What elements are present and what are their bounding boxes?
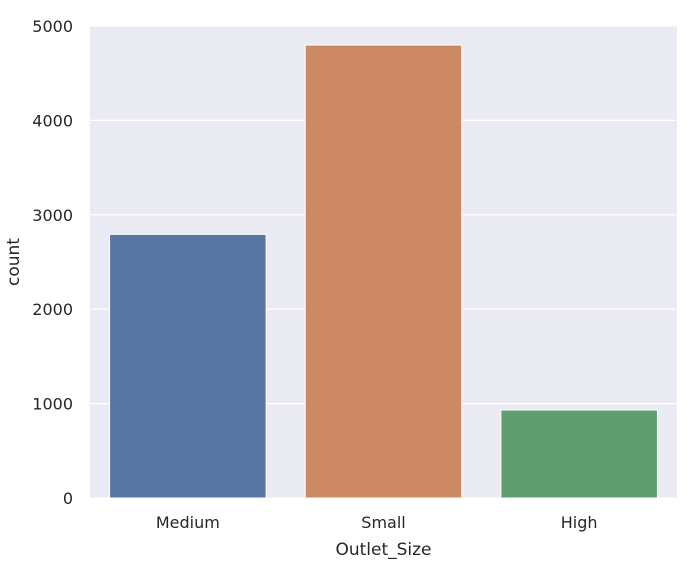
bar-medium xyxy=(109,233,267,499)
bar-high xyxy=(500,409,658,499)
y-tick-label: 1000 xyxy=(32,395,73,414)
x-tick-label-medium: Medium xyxy=(156,513,220,532)
y-tick-labels: 0 1000 2000 3000 4000 5000 xyxy=(32,17,73,508)
bars xyxy=(109,44,658,499)
bar-small xyxy=(304,44,463,499)
y-tick-label: 5000 xyxy=(32,17,73,36)
y-tick-label: 4000 xyxy=(32,111,73,130)
x-tick-label-high: High xyxy=(561,513,598,532)
y-axis-label: count xyxy=(4,238,24,286)
x-tick-labels: Medium Small High xyxy=(156,513,598,532)
y-tick-label: 0 xyxy=(63,489,73,508)
y-tick-label: 2000 xyxy=(32,300,73,319)
x-tick-label-small: Small xyxy=(361,513,405,532)
y-tick-label: 3000 xyxy=(32,206,73,225)
x-axis-label: Outlet_Size xyxy=(335,540,431,560)
